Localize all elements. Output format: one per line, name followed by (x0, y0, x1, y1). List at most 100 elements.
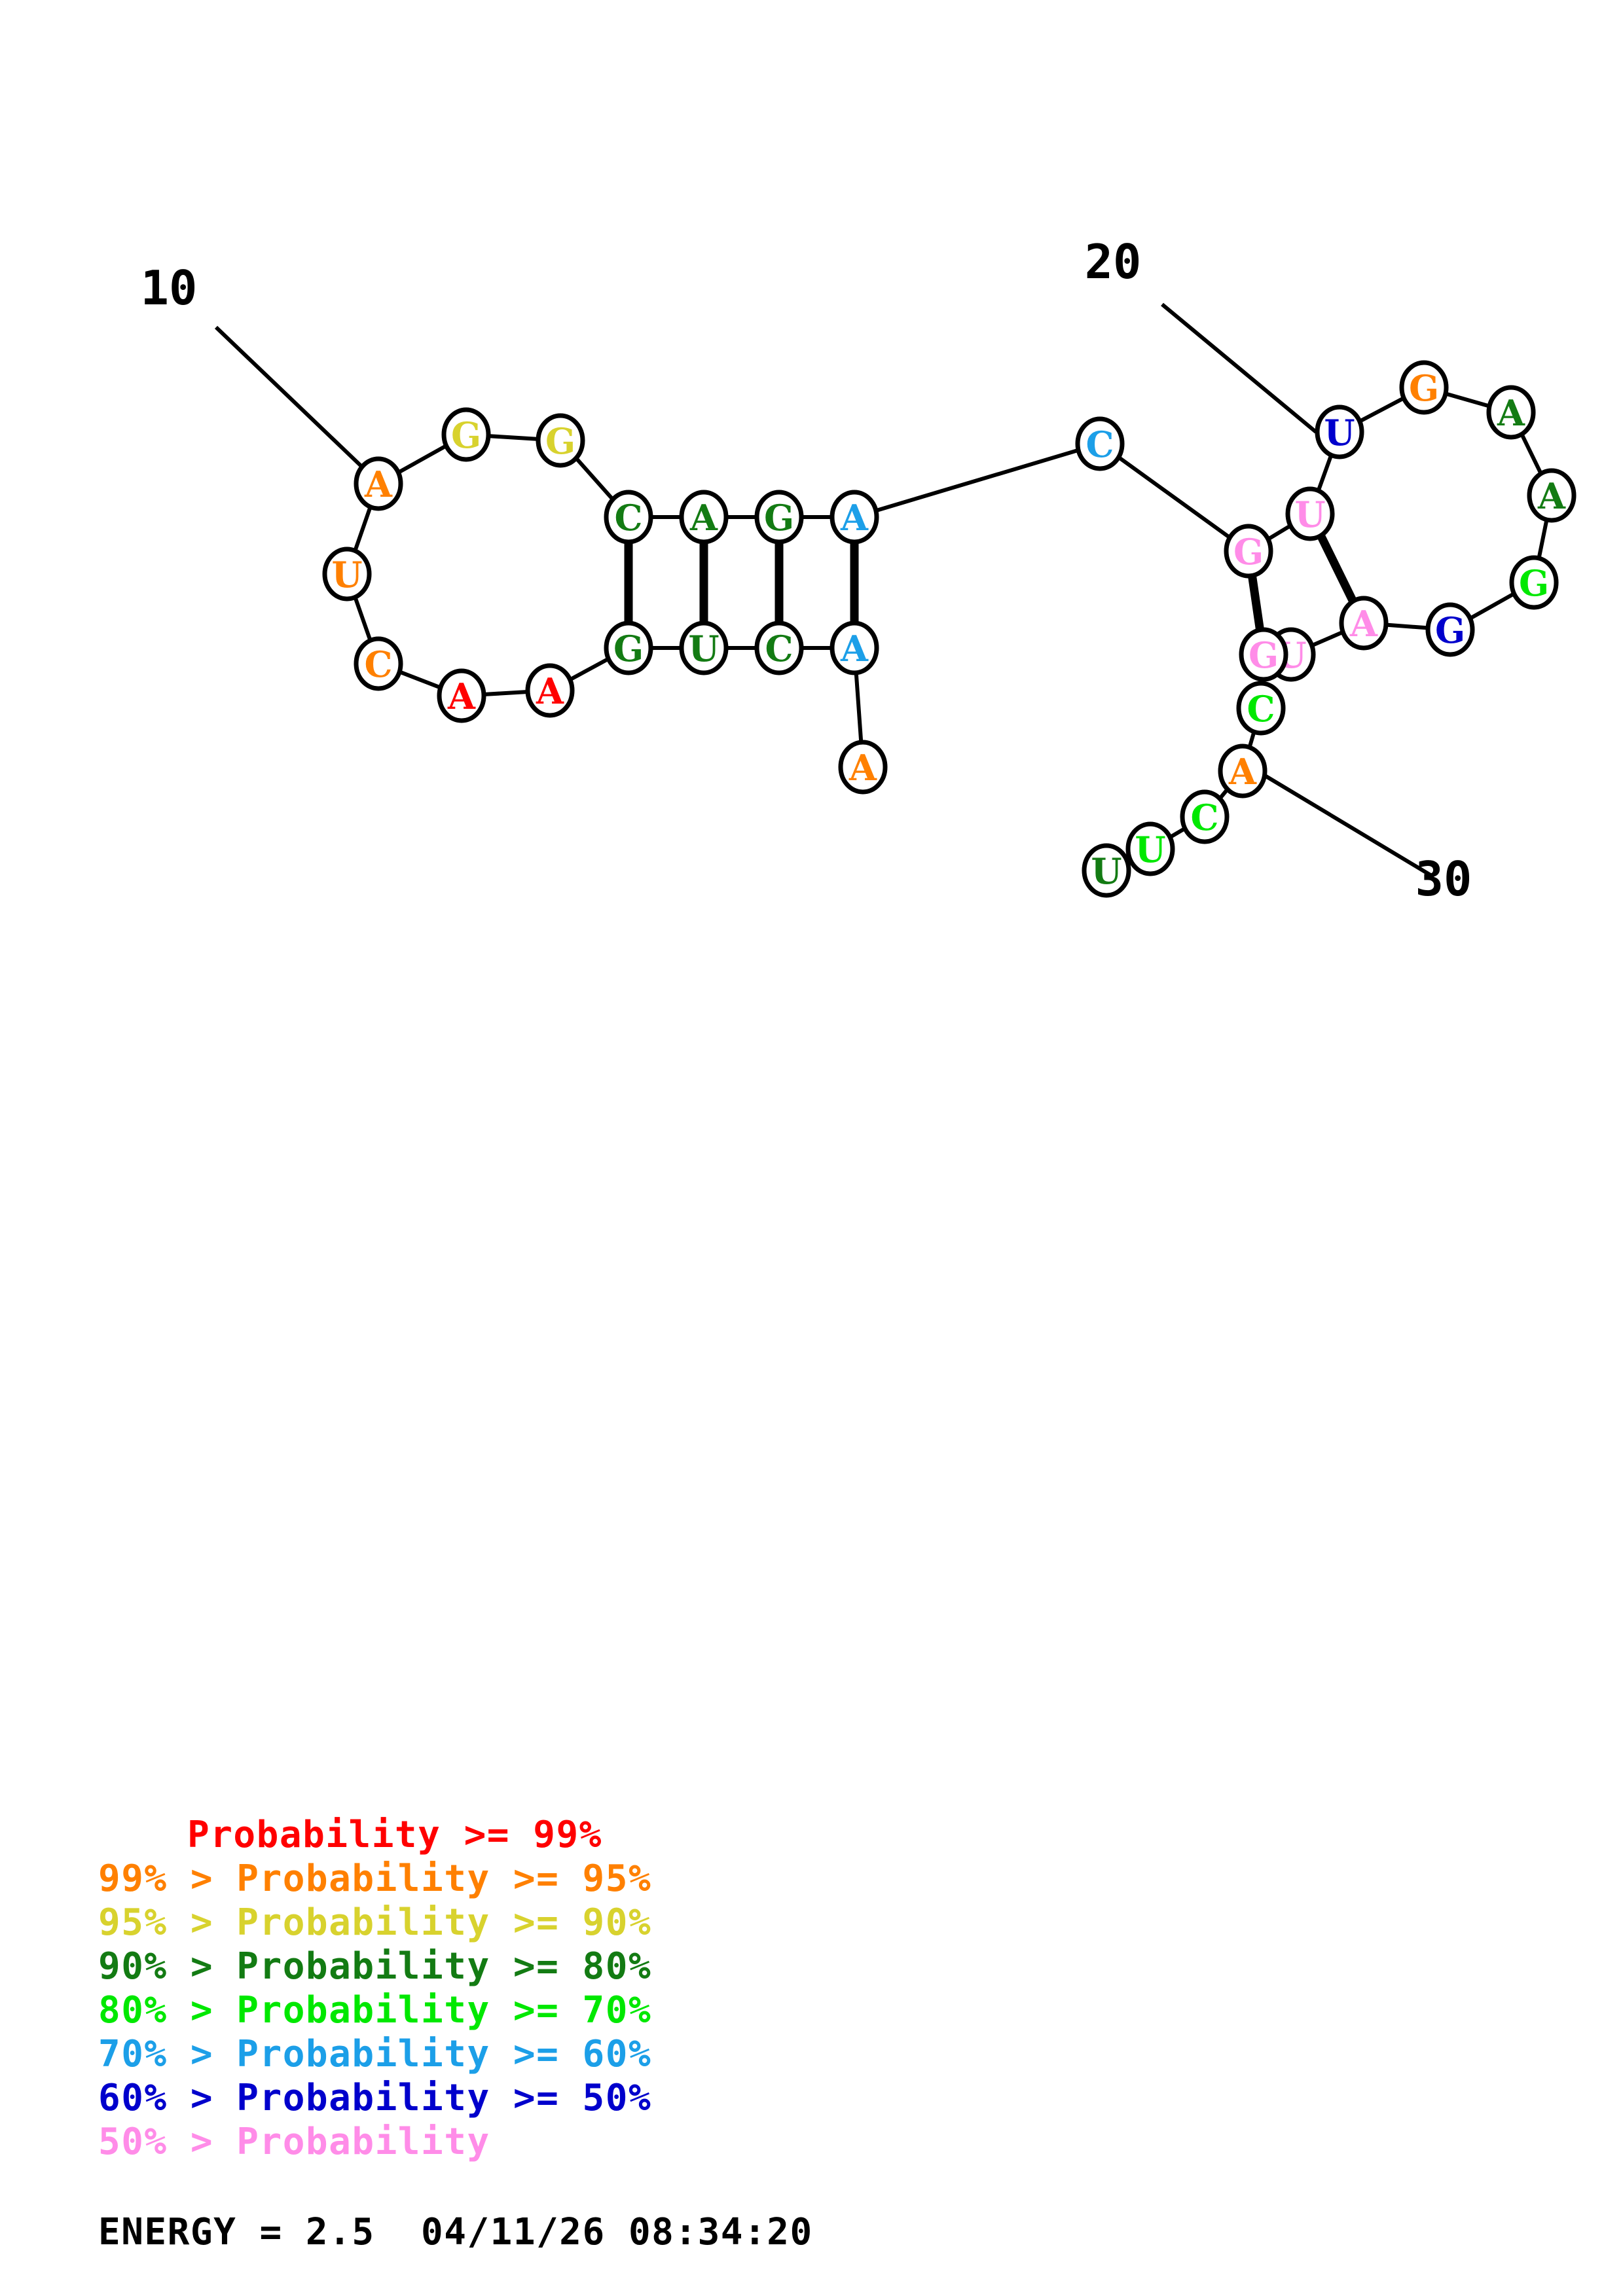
backbone-link (1519, 431, 1544, 476)
nucleotide-letter: U (1294, 493, 1325, 535)
nucleotide-circle (1075, 416, 1125, 471)
position-leader-line-10 (214, 325, 369, 473)
probability-color-legend: Probability >= 99% 99% > Probability >= 9… (98, 1813, 651, 2164)
nucleotide-a-13[interactable]: A (1486, 385, 1536, 440)
position-label-10: 10 (141, 260, 198, 315)
nucleotide-a-1[interactable]: A (354, 456, 403, 511)
nucleotide-letter: A (1537, 475, 1566, 517)
nucleotide-letter: A (1497, 392, 1525, 434)
nucleotide-letter: U (688, 628, 719, 670)
nucleotide-circle (322, 547, 372, 601)
nucleotide-circle (1339, 596, 1389, 651)
nucleotide-g-28[interactable]: G (604, 620, 653, 675)
nucleotide-circle (604, 490, 653, 545)
backbone-link (1311, 630, 1344, 647)
nucleotide-circle (604, 620, 653, 675)
nucleotide-letter: A (364, 463, 393, 505)
position-leader-line-30 (1264, 774, 1435, 879)
backbone-link (1266, 524, 1292, 541)
nucleotide-circle (1218, 744, 1267, 798)
backbone-link (397, 444, 448, 475)
backbone-link (483, 690, 529, 696)
nucleotide-letter: A (1349, 603, 1378, 645)
nucleotide-c-20[interactable]: C (1236, 681, 1286, 736)
backbone-link (875, 448, 1080, 512)
nucleotide-g-15[interactable]: G (1509, 555, 1559, 610)
nucleotide-circle (1285, 486, 1335, 541)
legend-row-4: 80% > Probability >= 70% (98, 1989, 652, 2032)
backbone-link (1358, 396, 1406, 423)
nucleotide-circle (830, 620, 879, 675)
backbone-link (487, 434, 539, 441)
nucleotide-g-9[interactable]: G (1224, 524, 1273, 579)
nucleotide-circle (1527, 468, 1577, 523)
nucleotide-circle (354, 636, 403, 691)
nucleotide-letter: A (840, 497, 869, 539)
position-label-20: 20 (1085, 234, 1142, 289)
nucleotide-c-26[interactable]: C (754, 620, 804, 675)
nucleotide-circle (754, 620, 804, 675)
nucleotide-a-21[interactable]: A (1218, 744, 1267, 798)
backbone-link (352, 594, 373, 644)
nucleotide-letter: U (1091, 850, 1122, 892)
nucleotide-circle (1224, 524, 1273, 579)
nucleotide-a-5[interactable]: A (679, 490, 729, 545)
legend-row-7: 50% > Probability (98, 2121, 490, 2163)
nucleotide-letter: U (1324, 412, 1355, 454)
nucleotide-circle (1486, 385, 1536, 440)
nucleotide-u-23[interactable]: U (1125, 821, 1175, 876)
nucleotide-circle (1236, 681, 1286, 736)
nucleotide-g-2[interactable]: G (441, 407, 491, 462)
legend-row-5: 70% > Probability >= 60% (98, 2033, 652, 2075)
nucleotide-g-6[interactable]: G (754, 490, 804, 545)
base-pair-bond (1247, 573, 1265, 632)
position-label-30: 30 (1415, 852, 1472, 906)
nucleotide-g-16[interactable]: G (1425, 602, 1475, 657)
nucleotide-letter: C (765, 628, 793, 670)
nucleotide-circle (1425, 602, 1475, 657)
backbone-link (854, 669, 864, 746)
position-leader-lines-group (214, 302, 1435, 879)
nucleotide-letter: U (331, 554, 362, 596)
nucleotide-letter: G (1435, 609, 1465, 651)
nucleotide-letter: A (689, 497, 718, 539)
nucleotide-letter: G (1409, 367, 1439, 409)
nucleotide-a-7[interactable]: A (830, 490, 879, 545)
nucleotide-a-25[interactable]: A (830, 620, 879, 675)
nucleotide-circle (830, 490, 879, 545)
backbone-link (574, 456, 615, 502)
nucleotide-circle (354, 456, 403, 511)
nucleotide-g-12[interactable]: G (1399, 360, 1449, 415)
nucleotide-c-22[interactable]: C (1180, 789, 1230, 844)
nucleotide-circle (679, 620, 729, 675)
nucleotide-u-11[interactable]: U (1315, 404, 1364, 459)
base-pair-bonds-group (624, 533, 1357, 632)
nucleotide-u-10[interactable]: U (1285, 486, 1335, 541)
backbone-link (1385, 622, 1429, 630)
nucleotide-u-24[interactable]: U (1082, 843, 1131, 898)
nucleotide-a-29[interactable]: A (525, 663, 575, 718)
nucleotide-letter: A (840, 628, 869, 670)
nucleotide-letter: G (545, 420, 575, 462)
nucleotide-circle (437, 668, 486, 723)
nucleotide-g-3[interactable]: G (536, 413, 585, 468)
backbone-link (398, 670, 442, 690)
backbone-link (1316, 452, 1334, 494)
nucleotide-letter: A (1228, 751, 1257, 793)
nucleotide-a-14[interactable]: A (1527, 468, 1577, 523)
nucleotide-u-27[interactable]: U (679, 620, 729, 675)
nucleotide-a-33[interactable]: A (838, 740, 888, 795)
nucleotide-letter: C (365, 643, 393, 685)
nucleotide-c-31[interactable]: C (354, 636, 403, 691)
nucleotide-c-8[interactable]: C (1075, 416, 1125, 471)
nucleotide-u-32[interactable]: U (322, 547, 372, 601)
nucleotide-letter: A (848, 747, 877, 789)
nucleotide-letter: A (447, 675, 476, 717)
nucleotide-c-4[interactable]: C (604, 490, 653, 545)
nucleotide-a-30[interactable]: A (437, 668, 486, 723)
nucleotide-g-19[interactable]: G (1239, 627, 1288, 682)
nucleotide-a-17[interactable]: A (1339, 596, 1389, 651)
nucleotide-circle (679, 490, 729, 545)
